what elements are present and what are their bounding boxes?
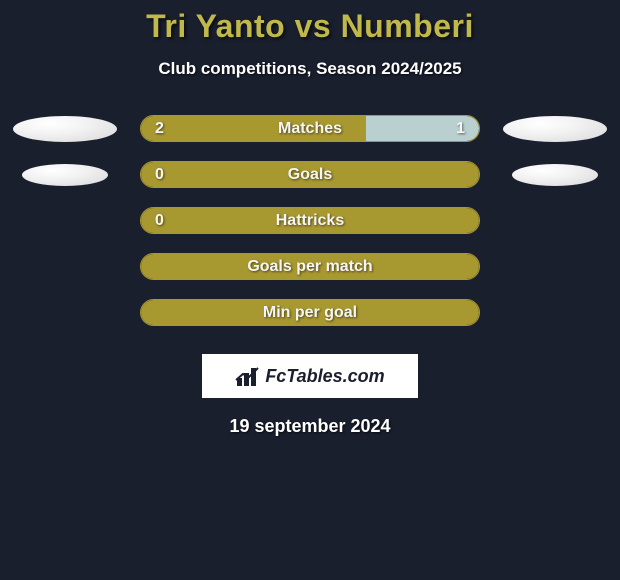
logo-text: FcTables.com — [265, 366, 384, 387]
date-label: 19 september 2024 — [0, 416, 620, 437]
left-badge-slot — [10, 116, 120, 142]
stat-segment-right — [366, 116, 479, 141]
stat-segment-left — [141, 162, 479, 187]
comparison-container: Tri Yanto vs Numberi Club competitions, … — [0, 0, 620, 437]
player-badge-right — [503, 116, 607, 142]
stat-segment-left — [141, 254, 479, 279]
stat-segment-left — [141, 300, 479, 325]
player-badge-right — [512, 164, 598, 186]
stat-segment-left — [141, 208, 479, 233]
stat-segment-left — [141, 116, 366, 141]
page-title: Tri Yanto vs Numberi — [0, 8, 620, 45]
stat-bar: Matches21 — [140, 115, 480, 142]
stat-bar: Min per goal — [140, 299, 480, 326]
stat-row: Goals per match — [0, 253, 620, 280]
logo-badge: FcTables.com — [202, 354, 418, 398]
player-badge-left — [22, 164, 108, 186]
page-subtitle: Club competitions, Season 2024/2025 — [0, 59, 620, 79]
stat-bar: Goals0 — [140, 161, 480, 188]
stat-bar: Hattricks0 — [140, 207, 480, 234]
player-badge-left — [13, 116, 117, 142]
stat-row: Min per goal — [0, 299, 620, 326]
stat-rows: Matches21 Goals0 Hattricks0 Goals per match… — [0, 115, 620, 326]
left-badge-slot — [10, 164, 120, 186]
right-badge-slot — [500, 164, 610, 186]
stat-row: Hattricks0 — [0, 207, 620, 234]
right-badge-slot — [500, 116, 610, 142]
stat-row: Goals0 — [0, 161, 620, 188]
logo-chart-icon — [235, 366, 259, 386]
stat-bar: Goals per match — [140, 253, 480, 280]
stat-row: Matches21 — [0, 115, 620, 142]
